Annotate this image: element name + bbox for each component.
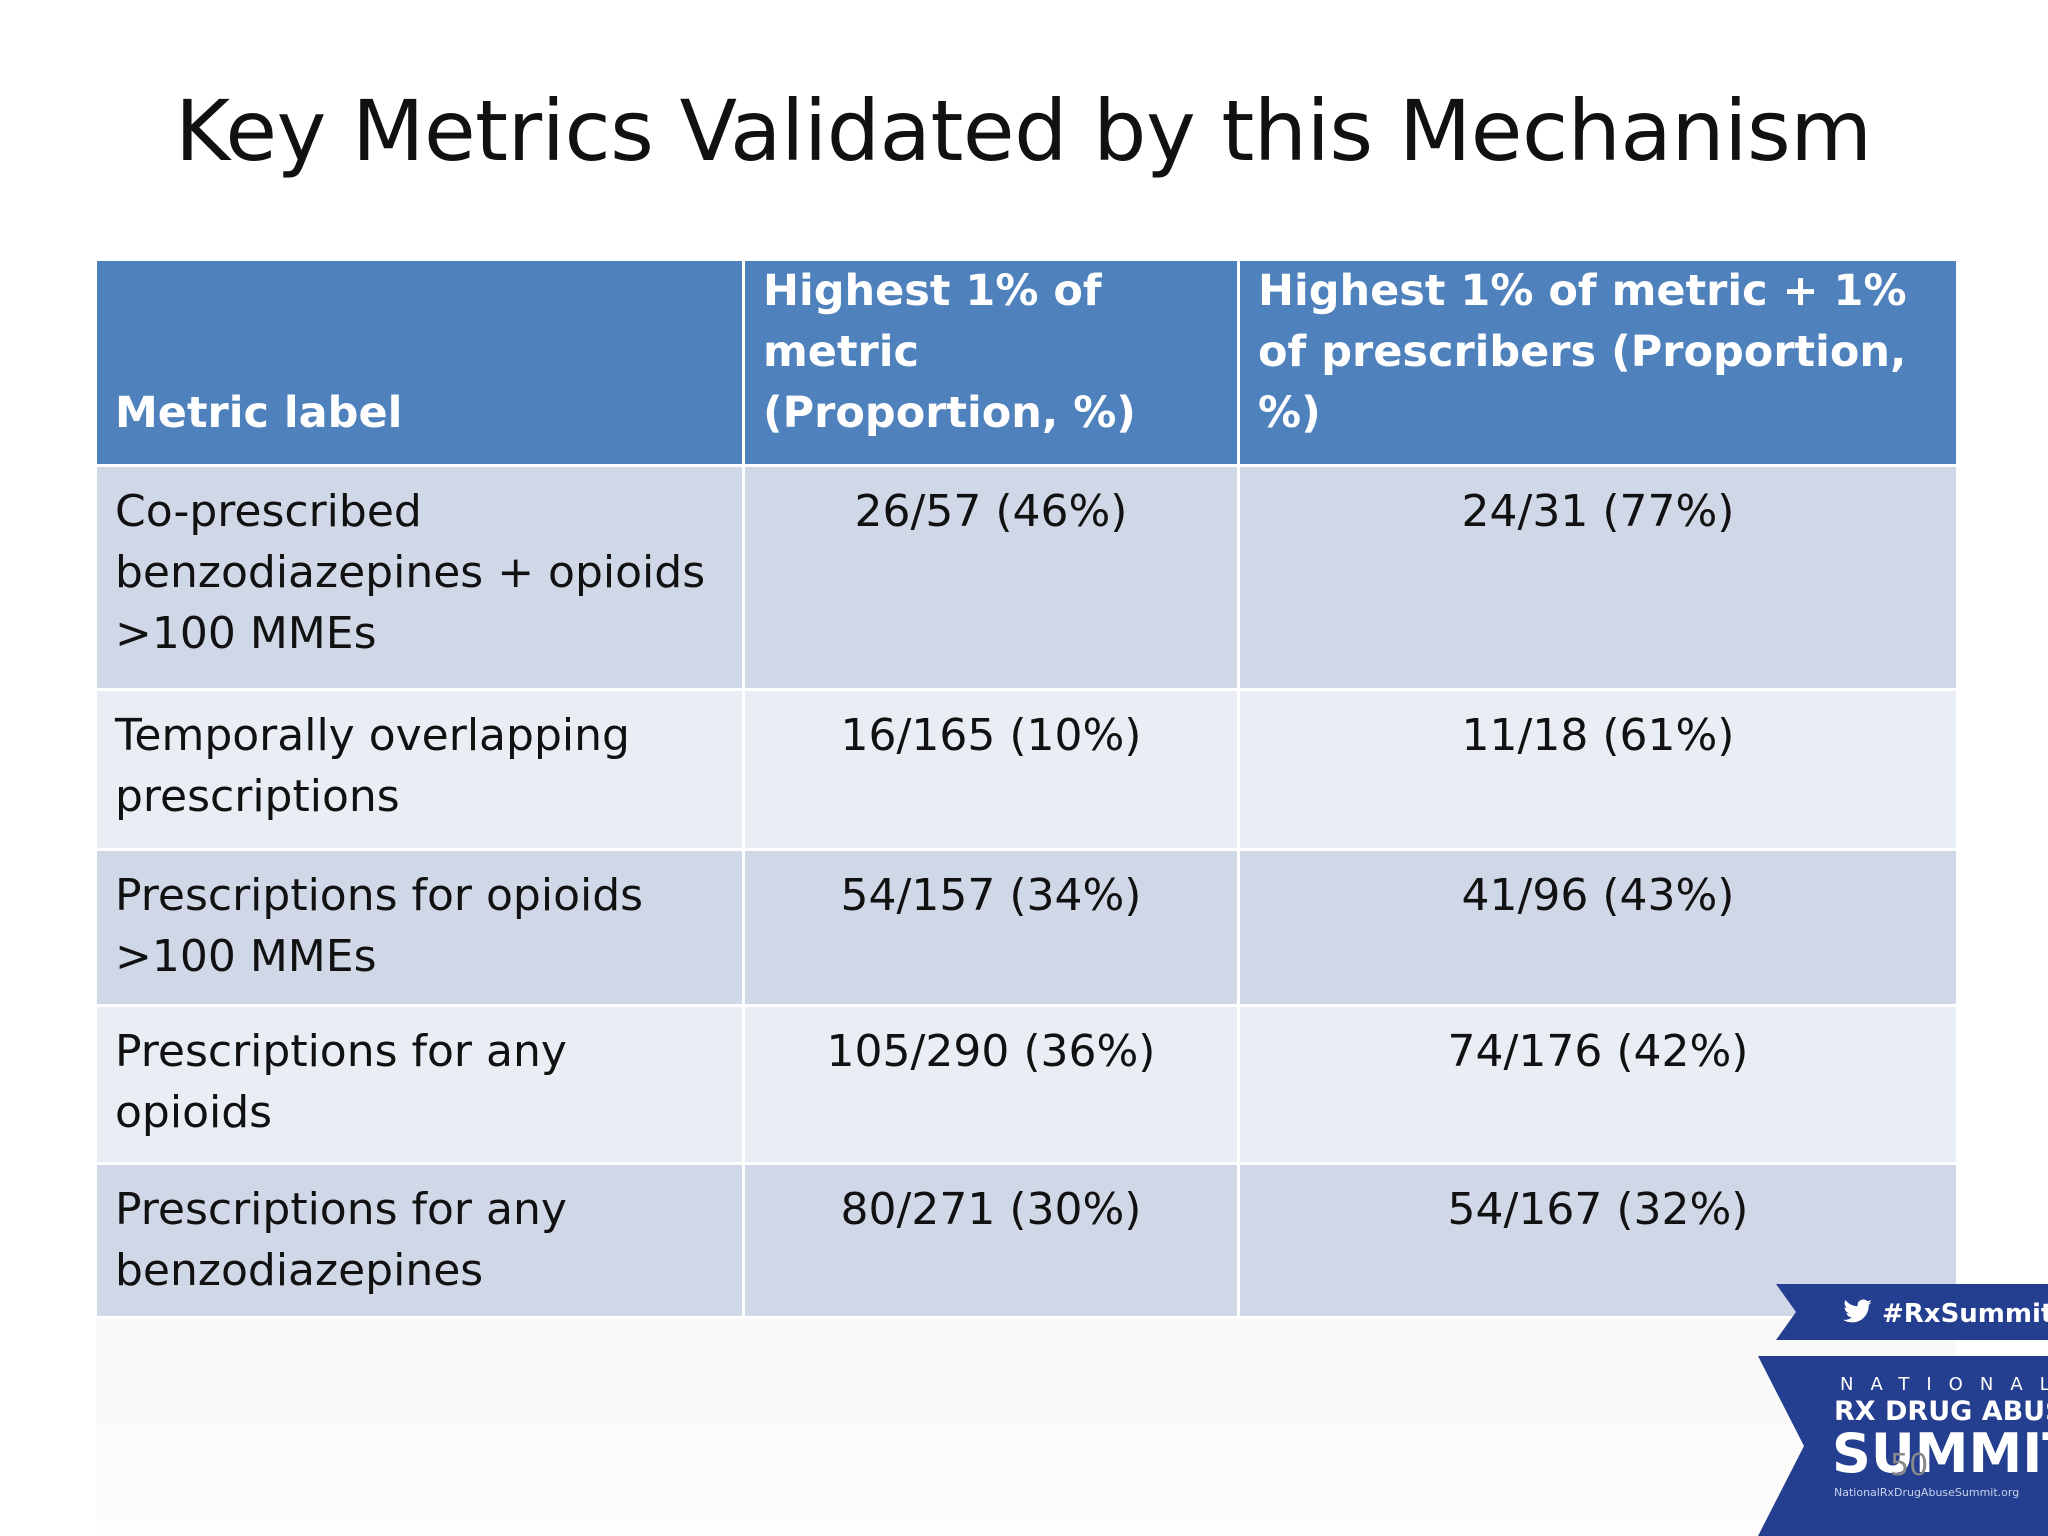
- metric-label-cell: Prescriptions for opioids >100 MMEs: [94, 848, 745, 1007]
- highest-metric-prescribers-cell: 41/96 (43%): [1237, 848, 1959, 1007]
- header-highest-metric: Highest 1% of metric (Proportion, %): [742, 258, 1240, 467]
- rx-summit-logo: #RxSummit NATIONAL RX DRUG ABUSE SUMMIT …: [1758, 1284, 2048, 1536]
- logo-summit-text: SUMMIT: [1832, 1422, 2048, 1485]
- table-row: Prescriptions for any benzodiazepines 80…: [94, 1162, 1959, 1319]
- metric-label-cell: Co-prescribed benzodiazepines + opioids …: [94, 464, 745, 691]
- slide-number: 50: [1890, 1448, 1929, 1483]
- summit-banner: [1758, 1356, 2048, 1536]
- header-highest-metric-prescribers: Highest 1% of metric + 1% of prescribers…: [1237, 258, 1959, 467]
- table-row: Temporally overlapping prescriptions 16/…: [94, 688, 1959, 851]
- metrics-table: Metric label Highest 1% of metric (Propo…: [94, 258, 1959, 1319]
- table-header-row: Metric label Highest 1% of metric (Propo…: [94, 258, 1959, 467]
- hashtag-text: #RxSummit: [1882, 1299, 2048, 1329]
- highest-metric-prescribers-cell: 74/176 (42%): [1237, 1004, 1959, 1165]
- highest-metric-cell: 26/57 (46%): [742, 464, 1240, 691]
- logo-url-text: NationalRxDrugAbuseSummit.org: [1834, 1486, 2019, 1499]
- metric-label-cell: Prescriptions for any opioids: [94, 1004, 745, 1165]
- hashtag-banner: [1776, 1284, 2048, 1340]
- highest-metric-prescribers-cell: 11/18 (61%): [1237, 688, 1959, 851]
- twitter-bird-icon: [1843, 1299, 1872, 1323]
- logo-rx-drug-abuse-text: RX DRUG ABUSE: [1834, 1396, 2048, 1427]
- slide-title: Key Metrics Validated by this Mechanism: [175, 82, 1872, 180]
- metric-label-cell: Temporally overlapping prescriptions: [94, 688, 745, 851]
- header-metric-label: Metric label: [94, 258, 745, 467]
- metric-label-cell: Prescriptions for any benzodiazepines: [94, 1162, 745, 1319]
- highest-metric-cell: 105/290 (36%): [742, 1004, 1240, 1165]
- highest-metric-cell: 54/157 (34%): [742, 848, 1240, 1007]
- highest-metric-cell: 80/271 (30%): [742, 1162, 1240, 1319]
- table-row: Prescriptions for opioids >100 MMEs 54/1…: [94, 848, 1959, 1007]
- highest-metric-prescribers-cell: 24/31 (77%): [1237, 464, 1959, 691]
- table-row: Co-prescribed benzodiazepines + opioids …: [94, 464, 1959, 691]
- highest-metric-cell: 16/165 (10%): [742, 688, 1240, 851]
- table-row: Prescriptions for any opioids 105/290 (3…: [94, 1004, 1959, 1165]
- logo-national-text: NATIONAL: [1840, 1374, 2048, 1395]
